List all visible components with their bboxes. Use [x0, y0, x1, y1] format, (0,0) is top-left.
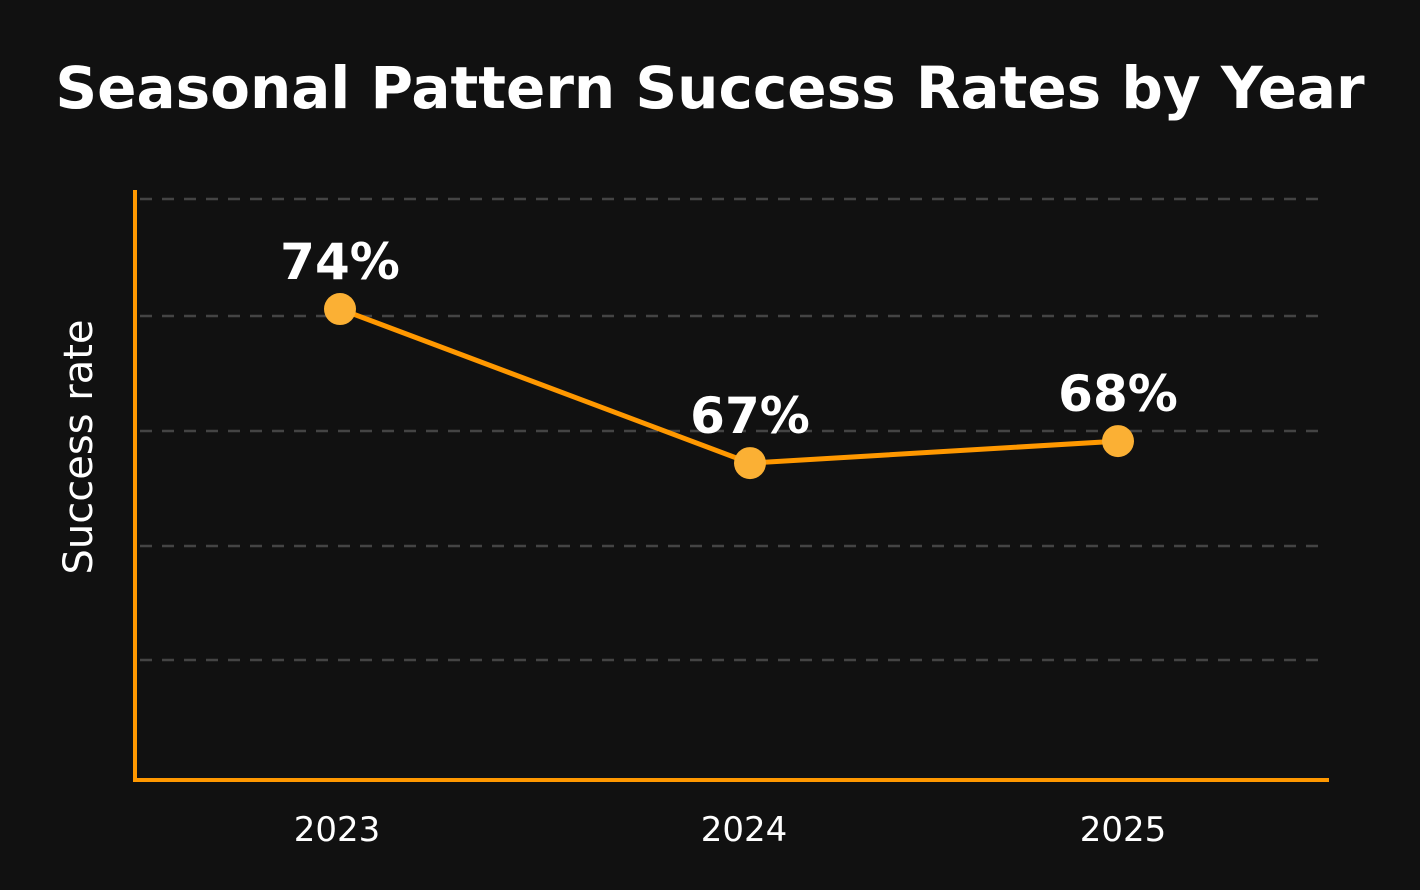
- data-label-2024: 67%: [690, 387, 810, 445]
- x-tick-label: 2023: [294, 810, 381, 850]
- series: 74% 2023 67% 2024 68% 2025: [280, 233, 1178, 850]
- data-label-2025: 68%: [1058, 365, 1178, 423]
- data-point-2024: [734, 447, 766, 480]
- x-tick-label: 2025: [1080, 810, 1167, 850]
- y-axis-label: Success rate: [56, 320, 102, 575]
- data-label-2023: 74%: [280, 233, 400, 291]
- x-tick-label: 2024: [701, 810, 788, 850]
- data-point-2025: [1102, 425, 1134, 458]
- data-point-2023: [324, 293, 356, 326]
- chart-title: Seasonal Pattern Success Rates by Year: [55, 54, 1365, 122]
